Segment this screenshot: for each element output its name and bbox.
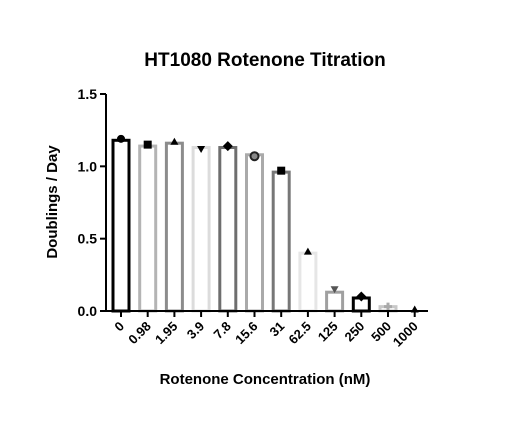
- bar-31: [271, 170, 291, 313]
- marker-7.8: [222, 141, 233, 152]
- x-tick-label: 31: [266, 319, 287, 340]
- marker-1.95: [170, 137, 179, 145]
- bar-0.98: [138, 144, 158, 313]
- marker-500: [384, 302, 392, 311]
- bar-0: [111, 138, 131, 313]
- x-tick-label: 0.98: [125, 319, 154, 348]
- y-tick-label: 0.5: [78, 231, 98, 247]
- marker-0: [117, 134, 125, 143]
- x-tick-label: 7.8: [211, 319, 234, 342]
- x-tick-label: 3.9: [184, 319, 207, 342]
- bar-62.5: [298, 251, 318, 313]
- x-tick-label: 1000: [390, 319, 421, 350]
- bar-15.6: [245, 153, 264, 313]
- y-tick-label: 1.5: [78, 86, 98, 102]
- x-tick-label: 250: [341, 319, 367, 345]
- y-axis-label: Doublings / Day: [44, 145, 61, 259]
- x-tick-label: 0: [111, 319, 127, 335]
- bar-3.9: [191, 146, 211, 313]
- x-tick-label: 62.5: [286, 319, 315, 348]
- marker-0.98: [143, 140, 152, 149]
- x-tick-label: 1.95: [152, 319, 181, 348]
- x-axis-label: Rotenone Concentration (nM): [160, 371, 371, 388]
- marker-15.6: [249, 151, 260, 162]
- bar-7.8: [218, 146, 238, 313]
- y-tick-label: 0.0: [78, 303, 98, 319]
- marker-125: [330, 286, 339, 294]
- marker-3.9: [197, 145, 206, 153]
- markers-layer: [117, 134, 419, 313]
- x-tick-label: 125: [315, 319, 341, 345]
- chart-title: HT1080 Rotenone Titration: [144, 50, 385, 71]
- marker-31: [277, 166, 286, 175]
- x-tick-label: 15.6: [232, 319, 261, 348]
- bar-125: [325, 290, 345, 313]
- y-tick-label: 1.0: [78, 158, 98, 174]
- bars-layer: [111, 138, 398, 313]
- marker-62.5: [303, 247, 312, 255]
- marker-250: [356, 291, 367, 302]
- bar-1.95: [164, 141, 184, 313]
